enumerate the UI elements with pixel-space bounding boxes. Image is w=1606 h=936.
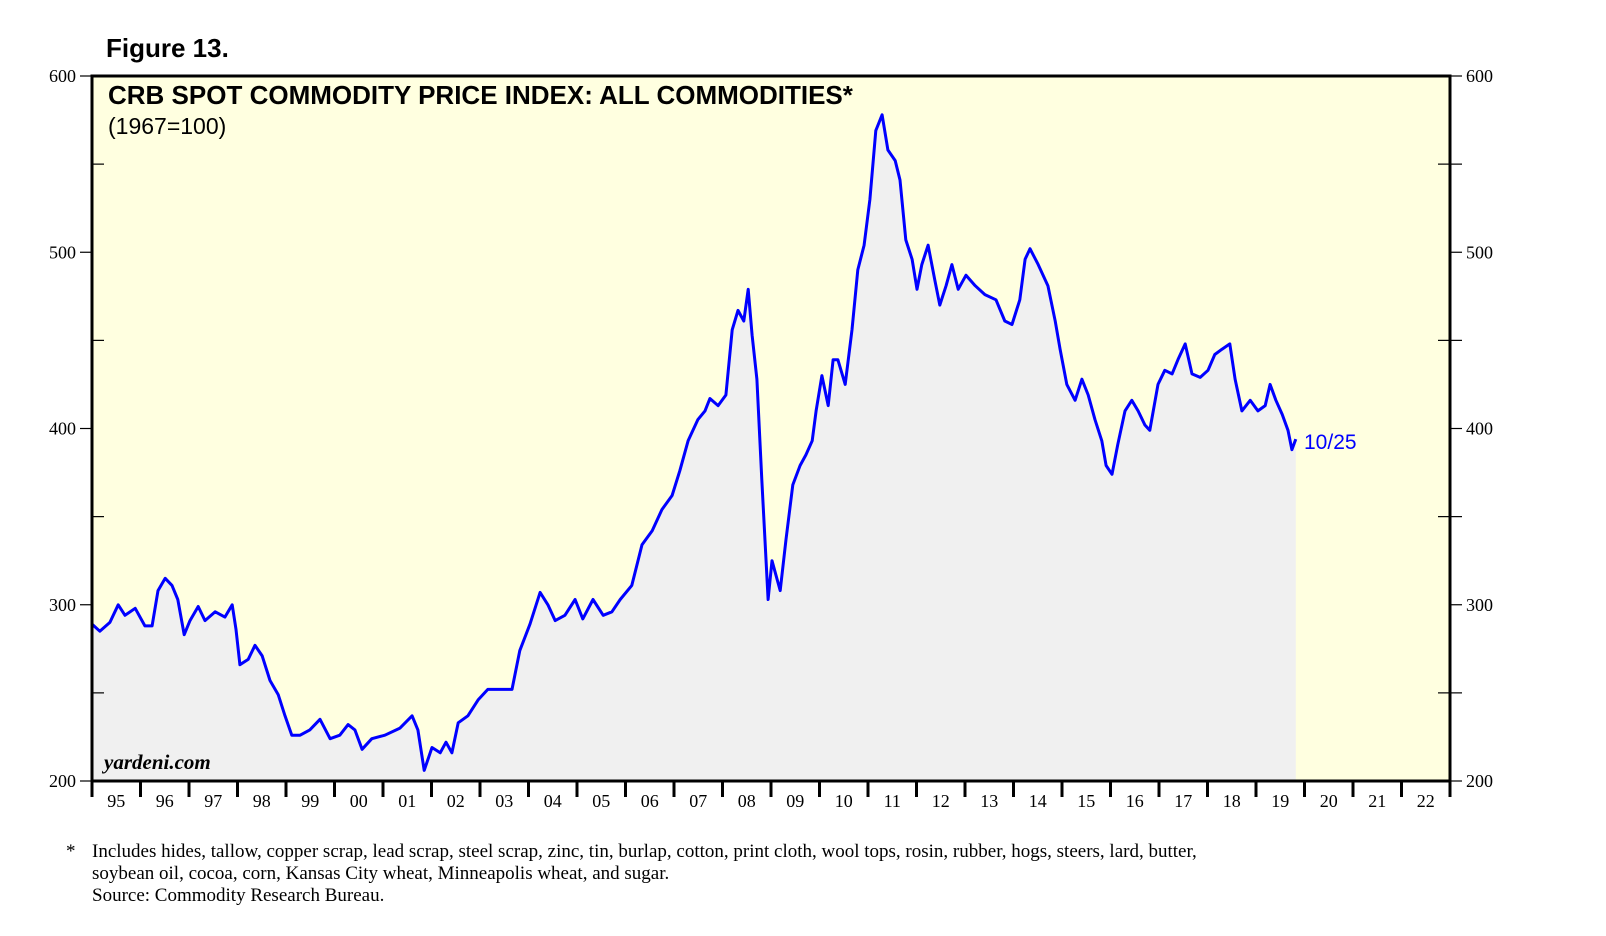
series-line — [90, 113, 1298, 772]
x-tick-label: 02 — [447, 791, 465, 811]
x-tick-label: 17 — [1174, 791, 1192, 811]
x-tick-label: 97 — [204, 791, 222, 811]
x-tick-label: 16 — [1126, 791, 1144, 811]
footnote-line-2: soybean oil, cocoa, corn, Kansas City wh… — [92, 863, 670, 884]
x-tick-label: 14 — [1029, 791, 1047, 811]
x-tick-label: 00 — [350, 791, 368, 811]
y-tick-label-right: 600 — [1466, 66, 1493, 86]
y-tick-label-left: 200 — [49, 771, 76, 791]
area-fill — [92, 114, 1296, 782]
x-tick-label: 19 — [1271, 791, 1289, 811]
footnote-marker: * — [66, 841, 76, 862]
y-tick-label-right: 400 — [1466, 419, 1493, 439]
y-tick-label-left: 500 — [49, 242, 76, 262]
x-tick-label: 12 — [932, 791, 950, 811]
footnote-source: Source: Commodity Research Bureau. — [92, 885, 385, 906]
x-tick-label: 04 — [544, 791, 562, 811]
x-tick-label: 10 — [835, 791, 853, 811]
y-tick-label-right: 200 — [1466, 771, 1493, 791]
x-tick-label: 03 — [495, 791, 513, 811]
x-tick-label: 05 — [592, 791, 610, 811]
x-tick-label: 13 — [980, 791, 998, 811]
x-tick-label: 20 — [1320, 791, 1338, 811]
x-tick-label: 21 — [1368, 791, 1386, 811]
x-tick-label: 95 — [107, 791, 125, 811]
x-tick-label: 18 — [1223, 791, 1241, 811]
x-tick-label: 15 — [1077, 791, 1095, 811]
x-tick-label: 96 — [156, 791, 174, 811]
x-tick-label: 01 — [398, 791, 416, 811]
figure-label: Figure 13. — [106, 33, 229, 63]
y-tick-label-left: 600 — [49, 66, 76, 86]
y-tick-label-left: 400 — [49, 419, 76, 439]
x-tick-label: 09 — [786, 791, 804, 811]
chart-title: CRB SPOT COMMODITY PRICE INDEX: ALL COMM… — [108, 80, 853, 110]
x-tick-label: 22 — [1417, 791, 1435, 811]
x-tick-label: 07 — [689, 791, 707, 811]
y-tick-label-right: 300 — [1466, 595, 1493, 615]
x-tick-label: 08 — [738, 791, 756, 811]
watermark: yardeni.com — [104, 750, 211, 774]
x-tick-label: 98 — [253, 791, 271, 811]
end-date-label: 10/25 — [1304, 431, 1357, 454]
x-tick-label: 11 — [884, 791, 901, 811]
chart-subtitle: (1967=100) — [108, 113, 227, 139]
footnote-line-1: Includes hides, tallow, copper scrap, le… — [92, 841, 1197, 862]
x-tick-label: 06 — [641, 791, 659, 811]
y-tick-label-left: 300 — [49, 595, 76, 615]
y-tick-label-right: 500 — [1466, 242, 1493, 262]
x-tick-label: 99 — [301, 791, 319, 811]
